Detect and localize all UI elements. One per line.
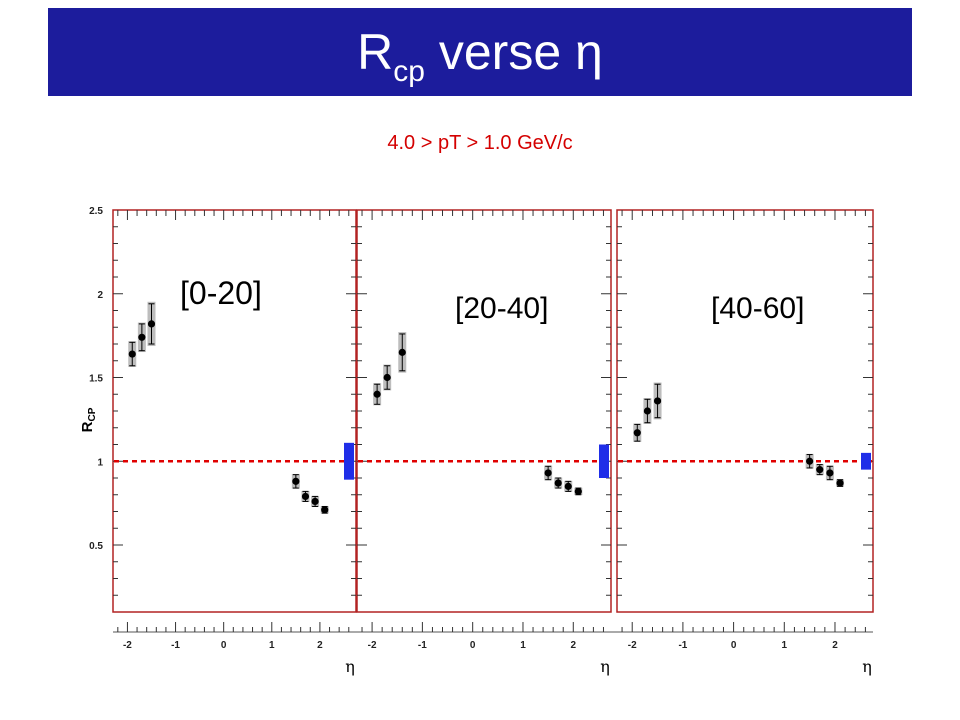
data-point [826,469,834,477]
data-point [147,320,156,328]
title-rest: verse η [424,24,603,80]
normalization-box [599,444,609,478]
y-tick-label: 2 [97,290,103,301]
panel-label: [0-20] [180,275,262,311]
panel-2: -2 -1 0 1 2 η [20-40] [356,209,612,676]
normalization-box [344,442,354,480]
data-point [653,397,662,405]
y-tick-label: 1 [97,457,103,468]
y-axis-title: RCP [79,407,98,432]
data-point [816,466,824,474]
panel-1: -2 -1 0 1 2 η [0-20] [112,209,357,676]
y-tick-label: 2.5 [89,206,103,217]
data-point [554,479,562,487]
panel-label: [20-40] [455,292,548,325]
x-tick-label: 1 [520,640,526,651]
panel-frame [112,209,357,613]
normalization-box [861,452,871,470]
data-point [138,333,146,341]
x-tick-label: 1 [782,640,788,651]
data-point [383,373,391,382]
x-tick-label: -1 [171,640,180,651]
data-point [544,469,552,477]
data-point [643,407,652,415]
y-axis-title-main: R [79,421,96,432]
x-axis-title: η [600,657,610,676]
data-point [321,506,329,514]
x-tick-label: -1 [418,640,427,651]
data-point [633,429,641,437]
data-point [398,348,406,356]
data-point [836,479,844,487]
x-tick-label: 0 [731,640,737,651]
data-point [373,390,381,398]
x-tick-label: 2 [317,640,323,651]
title-subscript: cp [393,55,425,88]
x-tick-label: 0 [221,640,227,651]
data-point [128,350,136,358]
title-bar: Rcp verse η [48,8,912,96]
panel-frame [356,209,612,613]
x-tick-label: 2 [832,640,838,651]
x-tick-label: -2 [368,640,377,651]
x-axis-title: η [345,657,355,676]
x-tick-label: 0 [470,640,476,651]
data-point [564,482,572,490]
x-tick-label: -2 [628,640,637,651]
data-point [806,457,814,465]
panel-label: [40-60] [711,292,804,325]
x-axis-title: η [862,657,872,676]
data-point [574,487,582,495]
data-point [311,497,319,506]
x-tick-label: 1 [269,640,275,651]
title-main: R [357,24,394,80]
panel-3: -2 -1 0 1 2 η [40-60] [616,209,874,676]
y-tick-label: 0.5 [89,541,103,552]
x-tick-label: 2 [570,640,576,651]
subtitle: 4.0 > pT > 1.0 GeV/c [387,132,573,154]
y-tick-label: 1.5 [89,374,103,385]
x-tick-label: -2 [123,640,132,651]
y-axis-title-sub: CP [87,407,98,421]
x-tick-label: -1 [678,640,687,651]
data-point [301,492,310,501]
data-point [292,477,300,485]
page-title: Rcp verse η [48,22,912,102]
